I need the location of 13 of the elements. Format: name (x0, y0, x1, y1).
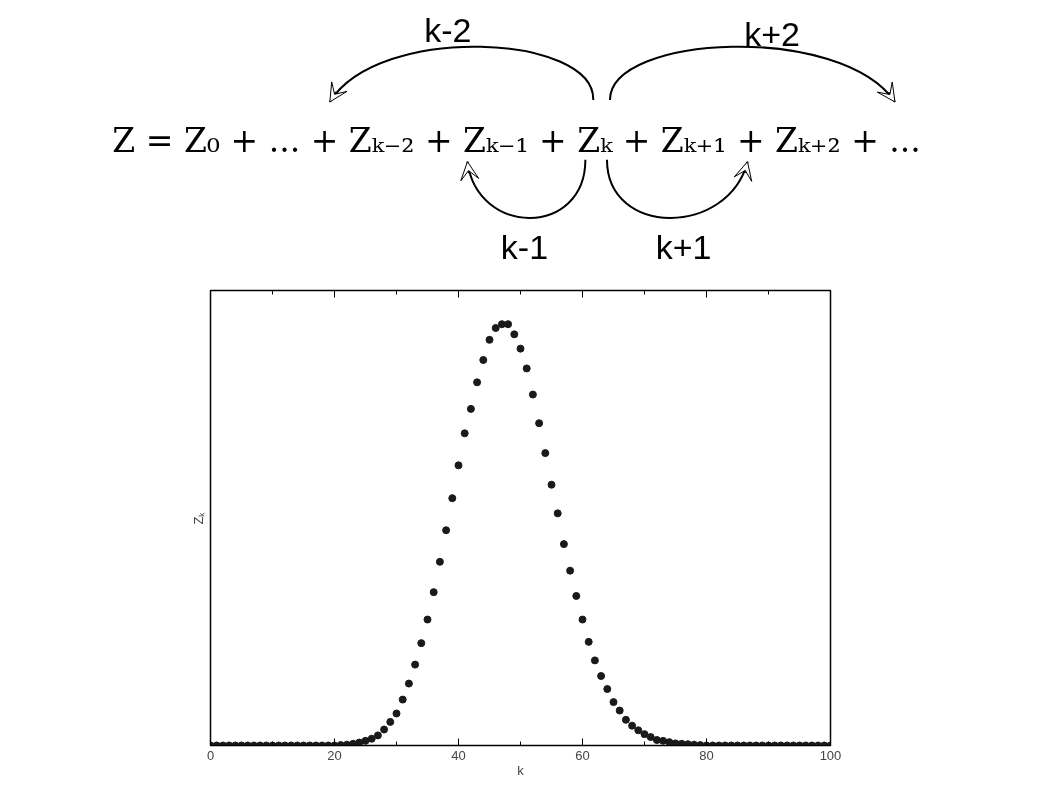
x-tick-label: 40 (451, 747, 466, 763)
text: Z = Z₀ + ... + Zₖ₋₂ + Zₖ₋₁ + Zₖ + Zₖ₊₁ + Zₖ₊₂ + ... (112, 121, 921, 160)
x-tick-label: 20 (327, 747, 342, 763)
x-tick-label: 60 (575, 747, 590, 763)
x-axis-title: k (517, 762, 525, 778)
x-tick-label: 80 (699, 747, 714, 763)
text: k-1 (500, 227, 549, 266)
y-axis-title: Zₖ (190, 511, 206, 525)
x-tick-label: 100 (819, 747, 842, 763)
text: k+1 (655, 227, 712, 266)
text: k+2 (744, 15, 800, 54)
text: k-2 (424, 10, 472, 49)
x-tick-label: 0 (206, 747, 215, 763)
